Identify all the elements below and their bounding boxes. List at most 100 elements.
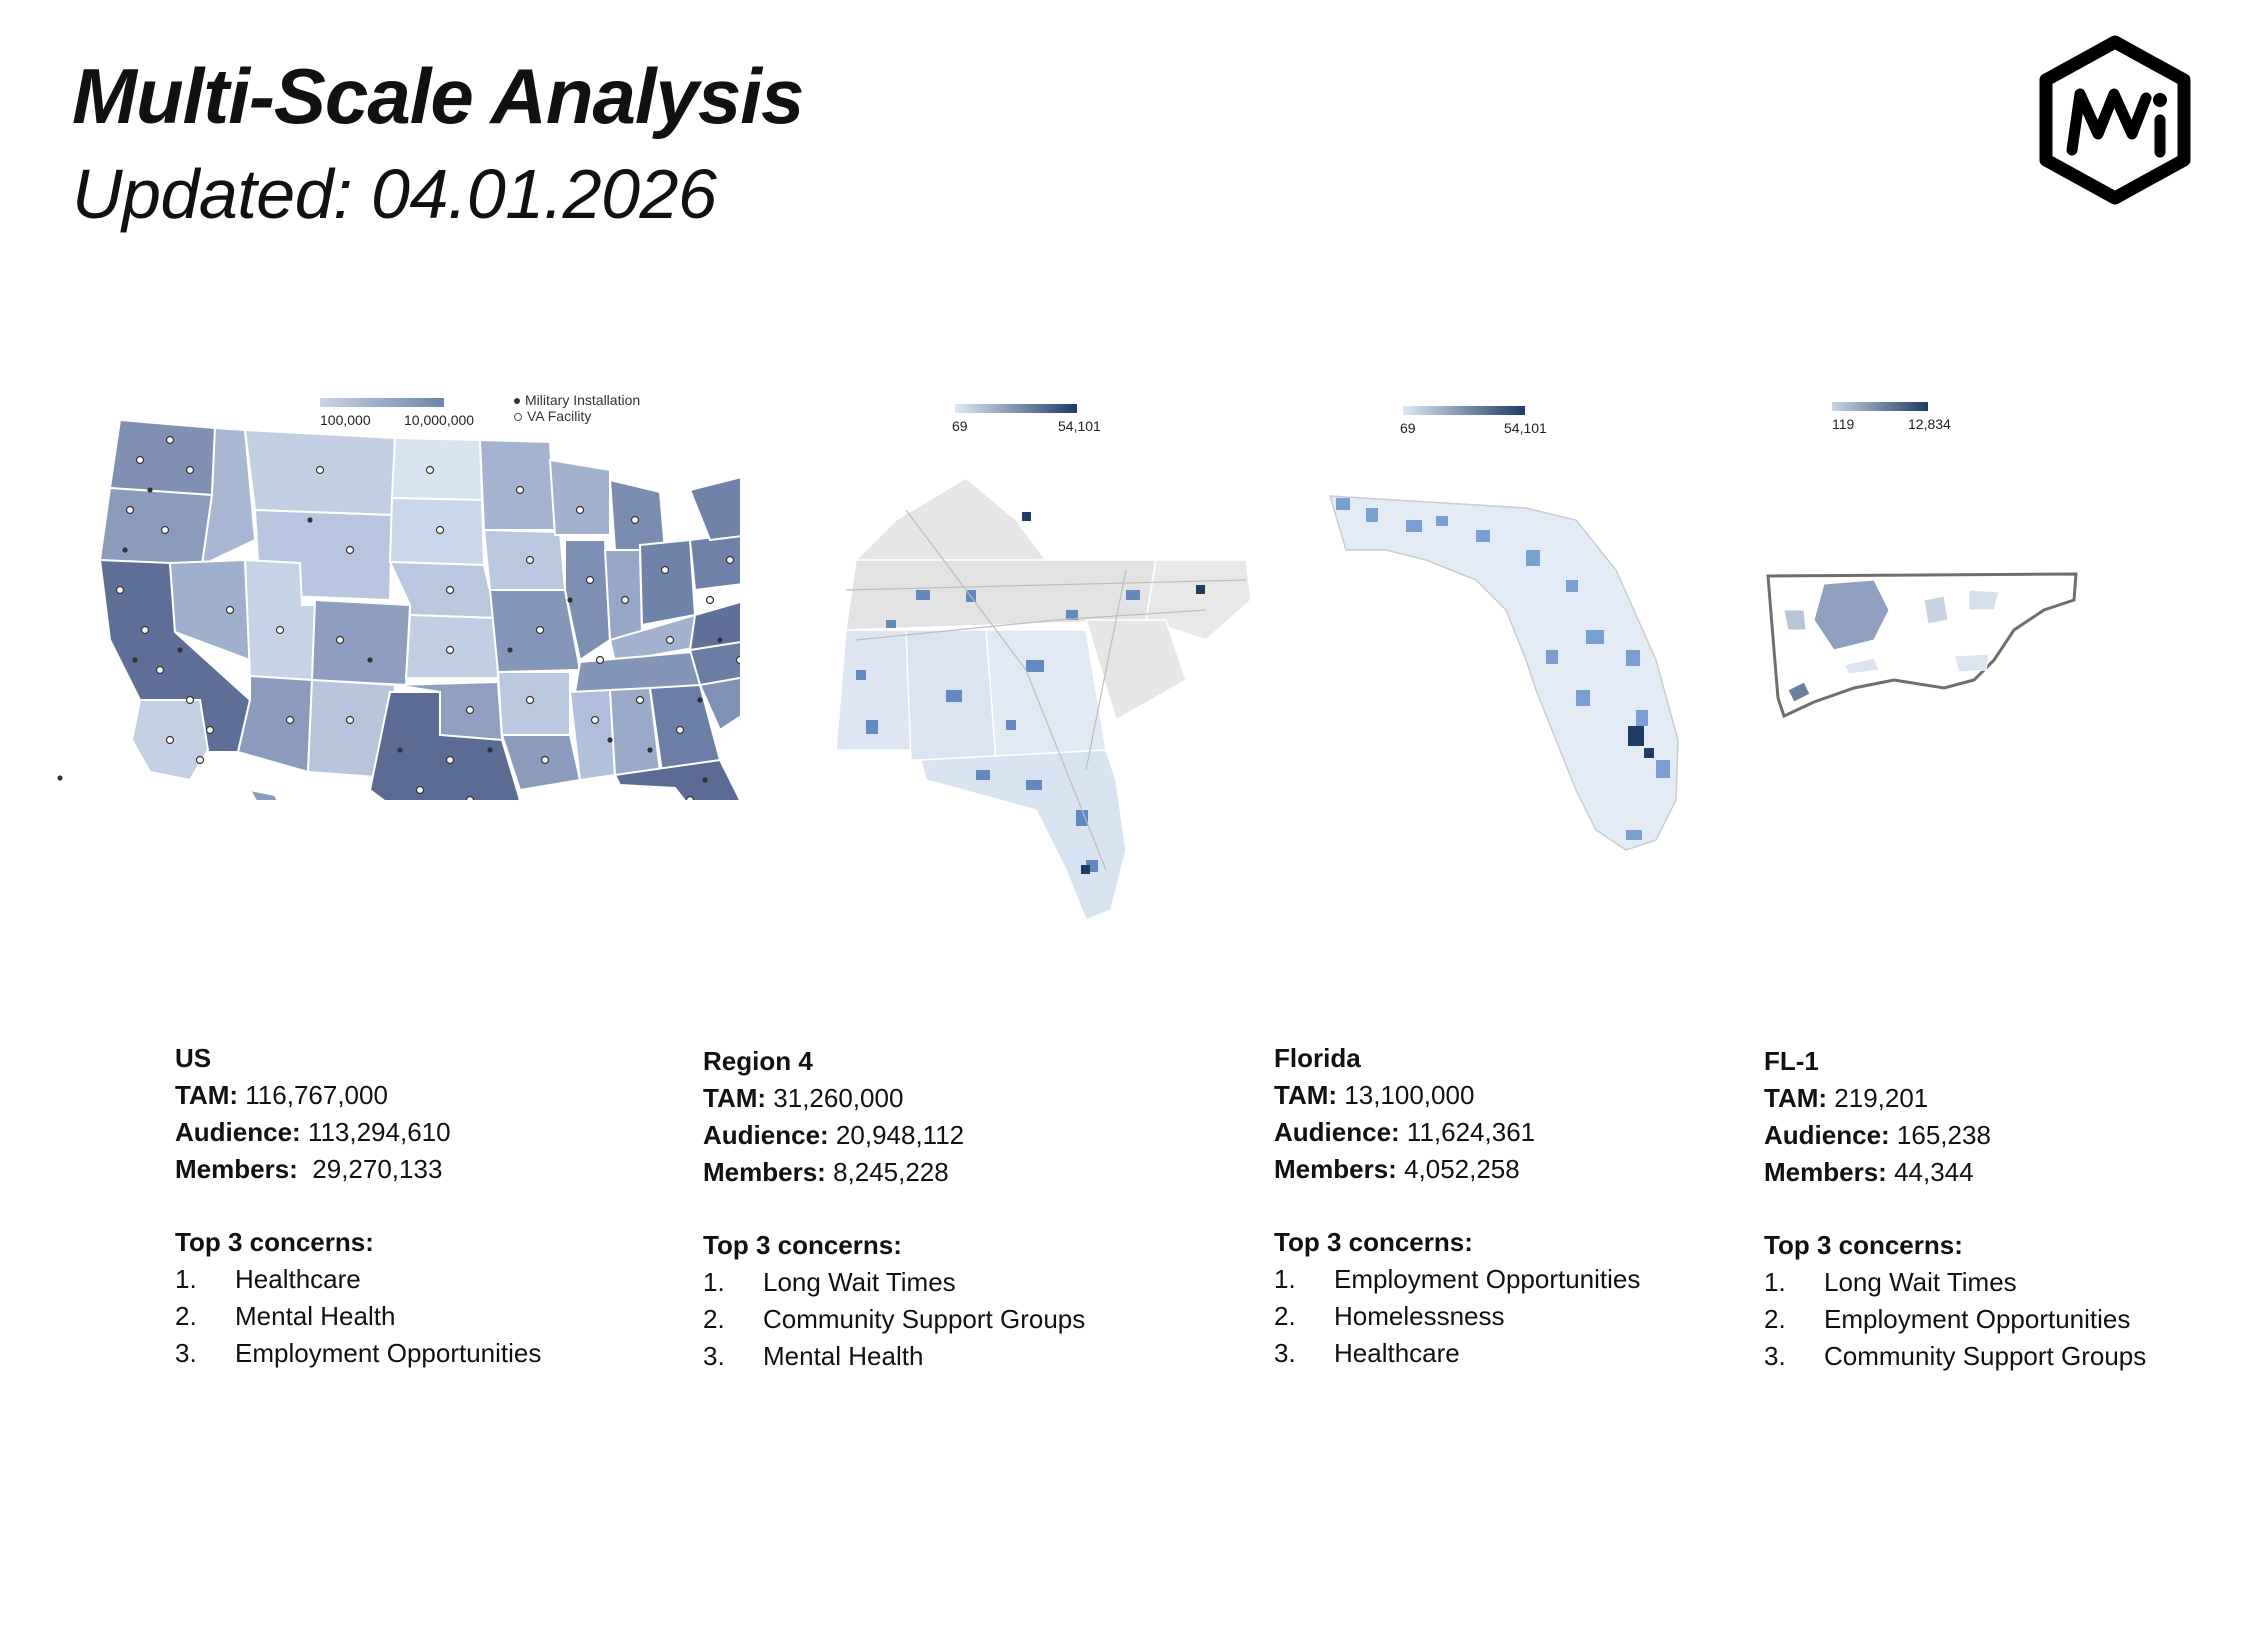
fl1-legend-max: 12,834 (1908, 416, 1951, 432)
us-choropleth-map (57, 418, 740, 800)
panel-us-tam: TAM: 116,767,000 (175, 1080, 388, 1110)
us-state-il (564, 539, 612, 662)
fl1-legend-min: 119 (1832, 416, 1855, 432)
list-item: 2. Employment Opportunities (1764, 1304, 2131, 1334)
panel-us-name: US (175, 1043, 212, 1073)
military-installation-icon (514, 398, 520, 405)
florida-dark-hotspots (1628, 726, 1654, 758)
panel-region4-concerns-title: Top 3 concerns: (703, 1230, 902, 1260)
us-state-wa (108, 418, 217, 497)
us-state-mn (478, 438, 557, 531)
us-legend-va-label: VA Facility (527, 408, 592, 424)
fl1-district-outline (1766, 572, 2078, 719)
florida-county-hotspots (1336, 498, 1670, 840)
us-facility-markers (115, 435, 740, 800)
us-state-fl (613, 758, 740, 800)
panel-region4-audience: Audience: 20,948,112 (703, 1120, 965, 1150)
us-legend-max: 10,000,000 (404, 412, 475, 428)
region4-county-hotspots (856, 590, 1140, 872)
us-legend-military-key: Military Installation (514, 392, 640, 408)
florida-state-outline (1328, 495, 1679, 851)
us-state-oh (638, 538, 697, 627)
us-state-ar (496, 671, 571, 736)
panel-fl1-name: FL-1 (1764, 1046, 1819, 1076)
us-state-pa (688, 532, 740, 592)
us-state-or (98, 486, 214, 567)
list-item: 3. Mental Health (703, 1341, 924, 1371)
region4-dark-hotspots (1022, 512, 1205, 874)
region4-highways (845, 509, 1247, 871)
page-title: Multi-Scale Analysis (72, 52, 804, 140)
us-state-ny (688, 476, 740, 542)
panel-region4-concerns-list: 1. Long Wait Times 2. Community Support Gr… (703, 1264, 1085, 1375)
fl1-map-legend: 119 12,834 (1826, 402, 1966, 432)
region4-choropleth-map (835, 477, 1252, 921)
us-state-wi (548, 458, 611, 536)
us-state-id (200, 426, 257, 567)
us-state-mi (608, 478, 667, 551)
region4-state-ga (985, 629, 1107, 761)
panel-fl1-tam: TAM: 219,201 (1764, 1083, 1929, 1113)
us-state-az (236, 674, 314, 774)
panel-florida-tam: TAM: 13,100,000 (1274, 1080, 1475, 1110)
list-item: 2. Homelessness (1274, 1301, 1505, 1331)
us-state-nc (688, 640, 740, 687)
region4-legend-min: 69 (952, 418, 968, 434)
va-facility-icon (514, 413, 522, 422)
us-state-tx (368, 691, 522, 800)
fl1-county-shading (1783, 579, 2000, 703)
panel-us: US TAM: 116,767,000 Audience: 113,294,61… (175, 1040, 541, 1372)
florida-legend-max: 54,101 (1504, 420, 1547, 436)
us-military-markers (57, 487, 723, 783)
panel-us-members: Members: 29,270,133 (175, 1154, 443, 1184)
panel-region4-members: Members: 8,245,228 (703, 1157, 949, 1187)
list-item: 2. Mental Health (175, 1301, 396, 1331)
region4-state-nc (1046, 559, 1252, 641)
us-legend-min: 100,000 (320, 412, 371, 428)
panel-region4-tam: TAM: 31,260,000 (703, 1083, 904, 1113)
panel-us-audience: Audience: 113,294,610 (175, 1117, 451, 1147)
list-item: 3. Healthcare (1274, 1338, 1460, 1368)
panel-fl1-concerns-title: Top 3 concerns: (1764, 1230, 1963, 1260)
us-state-mo (488, 589, 582, 674)
list-item: 1. Long Wait Times (1764, 1267, 2017, 1297)
us-state-va (688, 601, 740, 652)
florida-choropleth-map (1328, 495, 1679, 851)
panel-us-concerns-title: Top 3 concerns: (175, 1227, 374, 1257)
panel-fl1-concerns-list: 1. Long Wait Times 2. Employment Opportuni… (1764, 1264, 2146, 1375)
region4-state-ky (854, 477, 1048, 571)
list-item: 1. Employment Opportunities (1274, 1264, 1641, 1294)
region4-map-legend: 69 54,101 (950, 404, 1101, 434)
us-state-hi (248, 788, 279, 800)
updated-date: Updated: 04.01.2026 (72, 155, 717, 233)
list-item: 1. Healthcare (175, 1264, 361, 1294)
us-legend-military-label: Military Installation (525, 392, 641, 408)
panel-fl1-audience: Audience: 165,238 (1764, 1120, 1991, 1150)
us-state-nd (390, 436, 484, 502)
panel-florida: Florida TAM: 13,100,000 Audience: 11,624… (1274, 1040, 1640, 1372)
panel-us-concerns-list: 1. Healthcare 2. Mental Health 3. Employmen… (175, 1261, 541, 1372)
us-state-ia (482, 528, 567, 591)
panel-fl1-members: Members: 44,344 (1764, 1157, 1974, 1187)
panel-florida-audience: Audience: 11,624,361 (1274, 1117, 1536, 1147)
mwi-hexagon-logo (2039, 35, 2191, 205)
panel-florida-members: Members: 4,052,258 (1274, 1154, 1520, 1184)
region4-state-sc (1084, 619, 1187, 722)
panel-florida-name: Florida (1274, 1043, 1361, 1073)
region4-state-fl (920, 749, 1127, 921)
florida-legend-min: 69 (1400, 420, 1416, 436)
florida-map-legend: 69 54,101 (1398, 406, 1547, 436)
us-map-legend: 100,000 10,000,000 Military Installation… (320, 392, 700, 438)
panel-florida-concerns-list: 1. Employment Opportunities 2. Homelessnes… (1274, 1261, 1640, 1372)
us-state-in (603, 549, 644, 642)
region4-legend-max: 54,101 (1058, 418, 1101, 434)
list-item: 3. Community Support Groups (1764, 1341, 2147, 1371)
list-item: 2. Community Support Groups (703, 1304, 1086, 1334)
list-item: 1. Long Wait Times (703, 1267, 956, 1297)
fl1-district-map (1766, 572, 2078, 719)
us-legend-va-key: VA Facility (514, 408, 591, 424)
panel-region4: Region 4 TAM: 31,260,000 Audience: 20,94… (703, 1043, 1085, 1375)
list-item: 3. Employment Opportunities (175, 1338, 542, 1368)
panel-fl1: FL-1 TAM: 219,201 Audience: 165,238 Memb… (1764, 1043, 2146, 1375)
panel-florida-concerns-title: Top 3 concerns: (1274, 1227, 1473, 1257)
